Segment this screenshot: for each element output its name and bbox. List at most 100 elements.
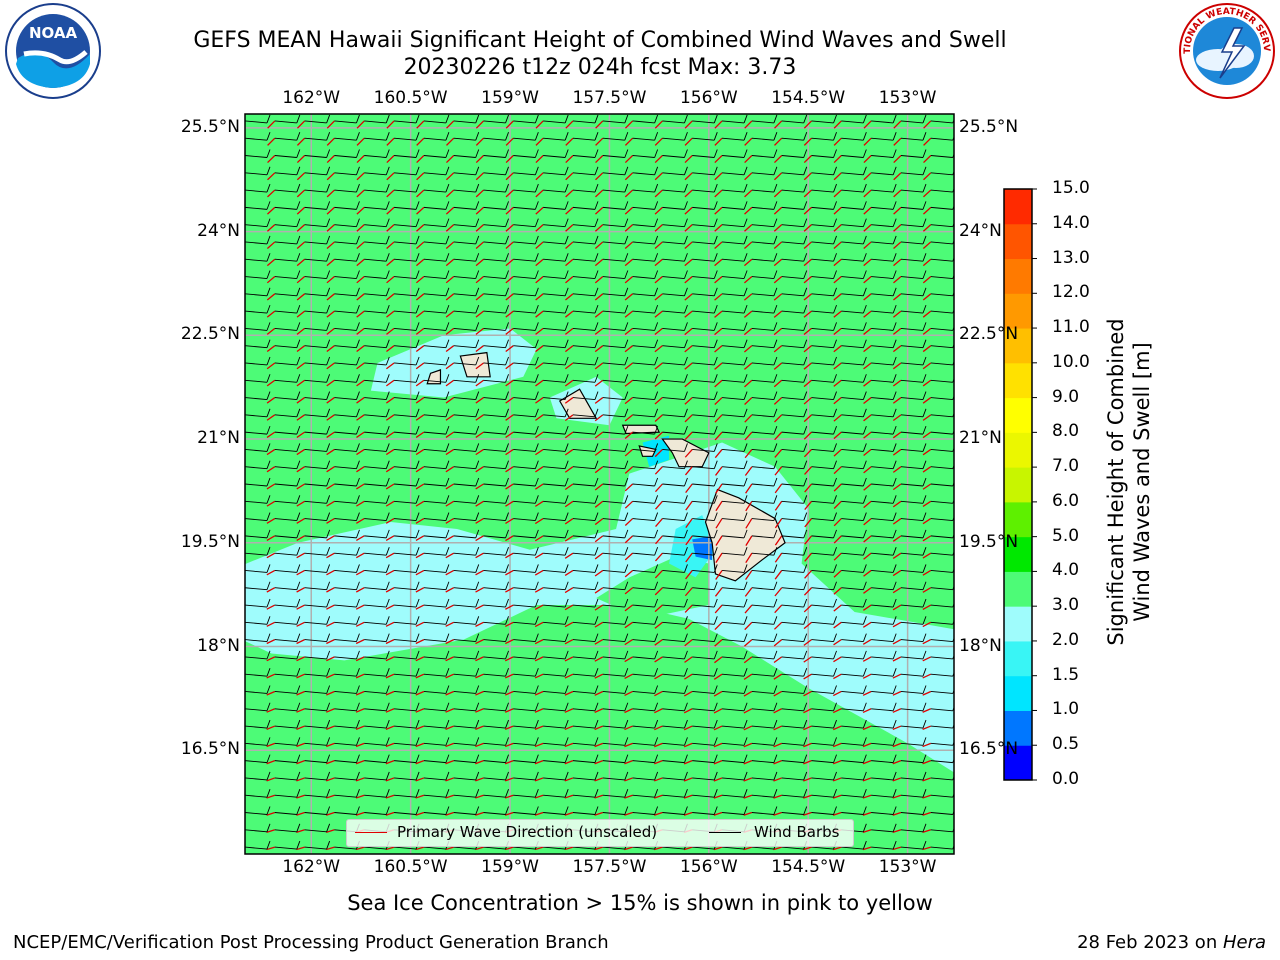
wind-barb-shaft [871, 310, 894, 314]
wind-barb-shaft [930, 621, 953, 625]
wind-barb-shaft [483, 656, 506, 660]
wind-barb-shaft [751, 241, 774, 245]
wind-barb-shaft [394, 691, 417, 694]
wind-barb-shaft [632, 535, 655, 539]
wave-arrow [922, 518, 932, 525]
wind-barb-shaft [871, 812, 894, 815]
wind-barb-shaft [811, 293, 834, 297]
wave-arrow [594, 414, 604, 422]
wave-arrow [505, 379, 514, 387]
wave-arrow [803, 639, 812, 646]
wind-barb-flag [445, 806, 450, 815]
wave-arrow [445, 690, 454, 696]
wind-barb-shaft [632, 587, 655, 591]
wind-barb-shaft [632, 293, 655, 297]
wind-barb-shaft [602, 224, 625, 228]
wave-arrow [504, 725, 514, 730]
wind-barb-shaft [900, 691, 924, 694]
wave-arrow [445, 310, 455, 318]
wind-barb-flag [773, 304, 778, 314]
wind-barb-flag [892, 668, 897, 677]
wind-barb-shaft [722, 172, 745, 176]
wave-arrow [863, 518, 872, 526]
wind-barb-flag [326, 702, 331, 711]
wind-barb-shaft [930, 587, 953, 591]
wind-barb-shaft [781, 500, 804, 504]
wind-barb-flag [534, 132, 539, 141]
wind-barb-flag [922, 529, 927, 539]
wind-barb-flag [892, 166, 897, 175]
wind-barb-shaft [543, 172, 566, 176]
wind-barb-flag [892, 425, 897, 435]
wave-arrow [415, 466, 425, 473]
wave-arrow [594, 466, 604, 474]
wave-arrow [245, 812, 246, 814]
wind-barb-shaft [871, 206, 894, 210]
wind-barb-shaft [602, 466, 625, 470]
wind-barb-shaft [662, 483, 685, 487]
wind-barb-flag [356, 477, 360, 487]
wave-arrow [326, 794, 335, 799]
wind-barb-shaft [900, 345, 924, 349]
wind-barb-shaft [513, 206, 536, 210]
wave-arrow [684, 414, 693, 423]
wind-barb-flag [534, 650, 539, 660]
wind-barb-shaft [304, 379, 327, 383]
wave-arrow [266, 708, 276, 713]
wind-barb-flag [922, 218, 927, 227]
wave-arrow [355, 760, 365, 765]
wind-barb-flag [445, 598, 450, 608]
wind-barb-flag [415, 287, 420, 296]
wave-arrow [832, 846, 842, 851]
wind-barb-shaft [811, 120, 834, 124]
wave-arrow [624, 241, 634, 249]
wind-barb-flag [624, 789, 629, 798]
wind-barb-flag [415, 495, 420, 504]
wind-barb-flag [654, 218, 659, 227]
colorbar-tick-label: 6.0 [1052, 490, 1080, 511]
wave-arrow [326, 276, 335, 284]
wind-barb-flag [326, 235, 331, 245]
wind-barb-shaft [513, 189, 536, 193]
wind-barb-flag [713, 253, 718, 262]
wind-barb-shaft [423, 535, 446, 539]
wave-arrow [266, 829, 276, 834]
wave-arrow [564, 673, 574, 679]
wind-barb-shaft [334, 846, 357, 850]
colorbar-tick-label: 11.0 [1052, 317, 1090, 338]
wave-arrow [535, 431, 544, 439]
wind-barb-flag [326, 650, 331, 660]
wind-barb-shaft [632, 604, 655, 608]
wind-barb-shaft [394, 345, 417, 349]
colorbar-swatch [1004, 467, 1032, 503]
wave-arrow [386, 293, 395, 301]
wave-zone-kona-shadow [669, 515, 716, 578]
wind-barb-flag [773, 564, 778, 573]
wave-arrow [445, 397, 455, 404]
wind-barb-flag [803, 218, 808, 227]
wind-barb-flag [743, 737, 748, 746]
wind-barb-shaft [841, 155, 864, 158]
latitude-label: 18°N [959, 635, 1002, 656]
wind-barb-flag [266, 771, 271, 781]
wind-barb-shaft [692, 656, 715, 660]
wind-barb-shaft [930, 189, 953, 193]
wind-barb-shaft [841, 604, 864, 608]
wind-barb-flag [862, 253, 867, 262]
wind-barb-shaft [841, 310, 864, 314]
wind-barb-flag [743, 201, 748, 210]
wind-barb-flag [892, 356, 897, 366]
wave-arrow [386, 345, 395, 353]
wave-arrow [624, 760, 633, 765]
wave-arrow [505, 518, 514, 524]
wind-barb-shaft [245, 189, 268, 193]
wind-barb-flag [892, 114, 897, 124]
wind-barb-flag [892, 650, 897, 660]
wind-barb-flag [356, 495, 360, 504]
wind-barb-flag [356, 304, 360, 314]
wave-arrow [415, 500, 425, 507]
wave-arrow [446, 155, 455, 164]
wind-barb-shaft [453, 604, 476, 608]
wave-arrow [774, 448, 783, 458]
wave-arrow [743, 656, 753, 664]
